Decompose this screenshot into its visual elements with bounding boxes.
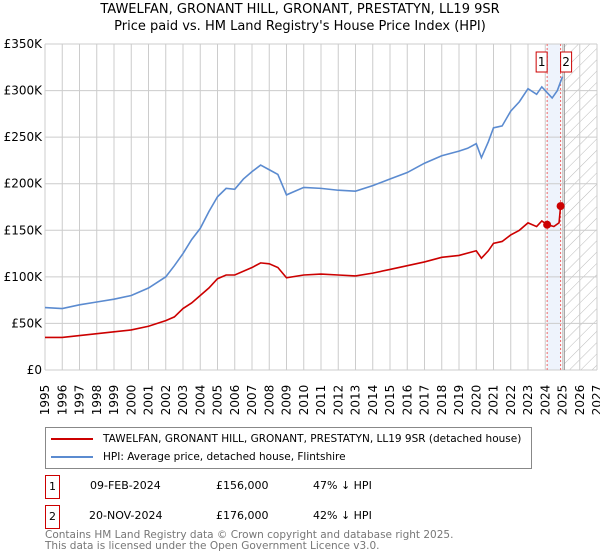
- transaction-price: £176,000: [216, 509, 269, 522]
- x-tick-label: 2025: [556, 385, 570, 416]
- footer-copyright: Contains HM Land Registry data © Crown c…: [45, 529, 454, 541]
- x-tick-label: 2002: [159, 385, 173, 416]
- transaction-delta: 47% ↓ HPI: [313, 479, 372, 492]
- sale-badge-label: 2: [562, 55, 570, 69]
- x-tick-label: 2006: [228, 385, 242, 416]
- footer: Contains HM Land Registry data © Crown c…: [45, 530, 453, 552]
- transaction-delta: 42% ↓ HPI: [313, 509, 372, 522]
- y-tick-label: £100K: [4, 270, 44, 284]
- transaction-price: £156,000: [216, 479, 269, 492]
- chart-title: TAWELFAN, GRONANT HILL, GRONANT, PRESTAT…: [100, 2, 500, 17]
- forecast-hatch: [564, 44, 597, 370]
- transaction-date: 20-NOV-2024: [89, 509, 163, 522]
- x-tick-label: 2007: [245, 385, 259, 416]
- x-tick-label: 2021: [487, 385, 501, 416]
- x-tick-label: 2022: [504, 385, 518, 416]
- transaction-badge: 2: [45, 505, 60, 529]
- x-tick-label: 2013: [349, 385, 363, 416]
- x-tick-label: 2027: [590, 385, 600, 416]
- legend: TAWELFAN, GRONANT HILL, GRONANT, PRESTAT…: [45, 427, 532, 469]
- y-tick-label: £0: [27, 363, 42, 377]
- x-tick-label: 2011: [314, 385, 328, 416]
- legend-swatch: [51, 438, 93, 440]
- sale-badge: [535, 51, 548, 73]
- x-tick-label: 2017: [418, 385, 432, 416]
- x-tick-label: 2001: [142, 385, 156, 416]
- price-chart: 1995 1996 1997 1998 1999 2000 2001 2002 2003 2004…: [4, 37, 600, 416]
- x-tick-label: 1997: [73, 385, 87, 416]
- y-tick-label: £250K: [4, 130, 44, 144]
- x-tick-label: 2024: [538, 385, 552, 416]
- x-tick-label: 2020: [469, 385, 483, 416]
- x-tick-label: 2026: [573, 385, 587, 416]
- chart-subtitle: Price paid vs. HM Land Registry's House …: [114, 19, 486, 34]
- x-tick-label: 2010: [297, 385, 311, 416]
- sale-point: [543, 220, 552, 229]
- legend-item-hpi: HPI: Average price, detached house, Flin…: [51, 449, 346, 465]
- x-tick-label: 2015: [383, 385, 397, 416]
- x-tick-label: 1995: [38, 385, 52, 416]
- x-tick-label: 2000: [124, 385, 138, 416]
- legend-item-property: TAWELFAN, GRONANT HILL, GRONANT, PRESTAT…: [51, 431, 521, 447]
- legend-swatch: [51, 456, 93, 458]
- x-tick-label: 2004: [193, 385, 207, 416]
- x-tick-label: 2018: [435, 385, 449, 416]
- x-tick-label: 2014: [366, 385, 380, 416]
- x-tick-label: 2003: [176, 385, 190, 416]
- x-tick-label: 2008: [262, 385, 276, 416]
- sale-badge: [560, 51, 573, 73]
- y-tick-label: £150K: [4, 223, 44, 237]
- y-tick-label: £350K: [4, 37, 44, 51]
- series-line: [44, 76, 564, 310]
- x-tick-label: 2023: [521, 385, 535, 416]
- sale-point: [556, 202, 565, 211]
- x-tick-label: 1999: [107, 385, 121, 416]
- series-line: [45, 201, 564, 339]
- y-tick-label: £300K: [4, 84, 44, 98]
- y-tick-label: £50K: [11, 316, 43, 330]
- legend-label: TAWELFAN, GRONANT HILL, GRONANT, PRESTAT…: [103, 433, 522, 445]
- footer-licence: This data is licensed under the Open Gov…: [45, 540, 380, 552]
- x-tick-label: 1996: [55, 385, 69, 416]
- x-tick-label: 2009: [280, 385, 294, 416]
- transaction-badge: 1: [45, 475, 60, 499]
- x-tick-label: 1998: [90, 385, 104, 416]
- legend-label: HPI: Average price, detached house, Flin…: [103, 451, 346, 463]
- transaction-date: 09-FEB-2024: [90, 479, 161, 492]
- x-tick-label: 2019: [452, 385, 466, 416]
- y-tick-label: £200K: [4, 177, 44, 191]
- x-tick-label: 2005: [211, 385, 225, 416]
- sale-badge-label: 1: [538, 55, 546, 69]
- x-tick-label: 2016: [400, 385, 414, 416]
- x-tick-label: 2012: [331, 385, 345, 416]
- sale-period-shade: [547, 44, 561, 370]
